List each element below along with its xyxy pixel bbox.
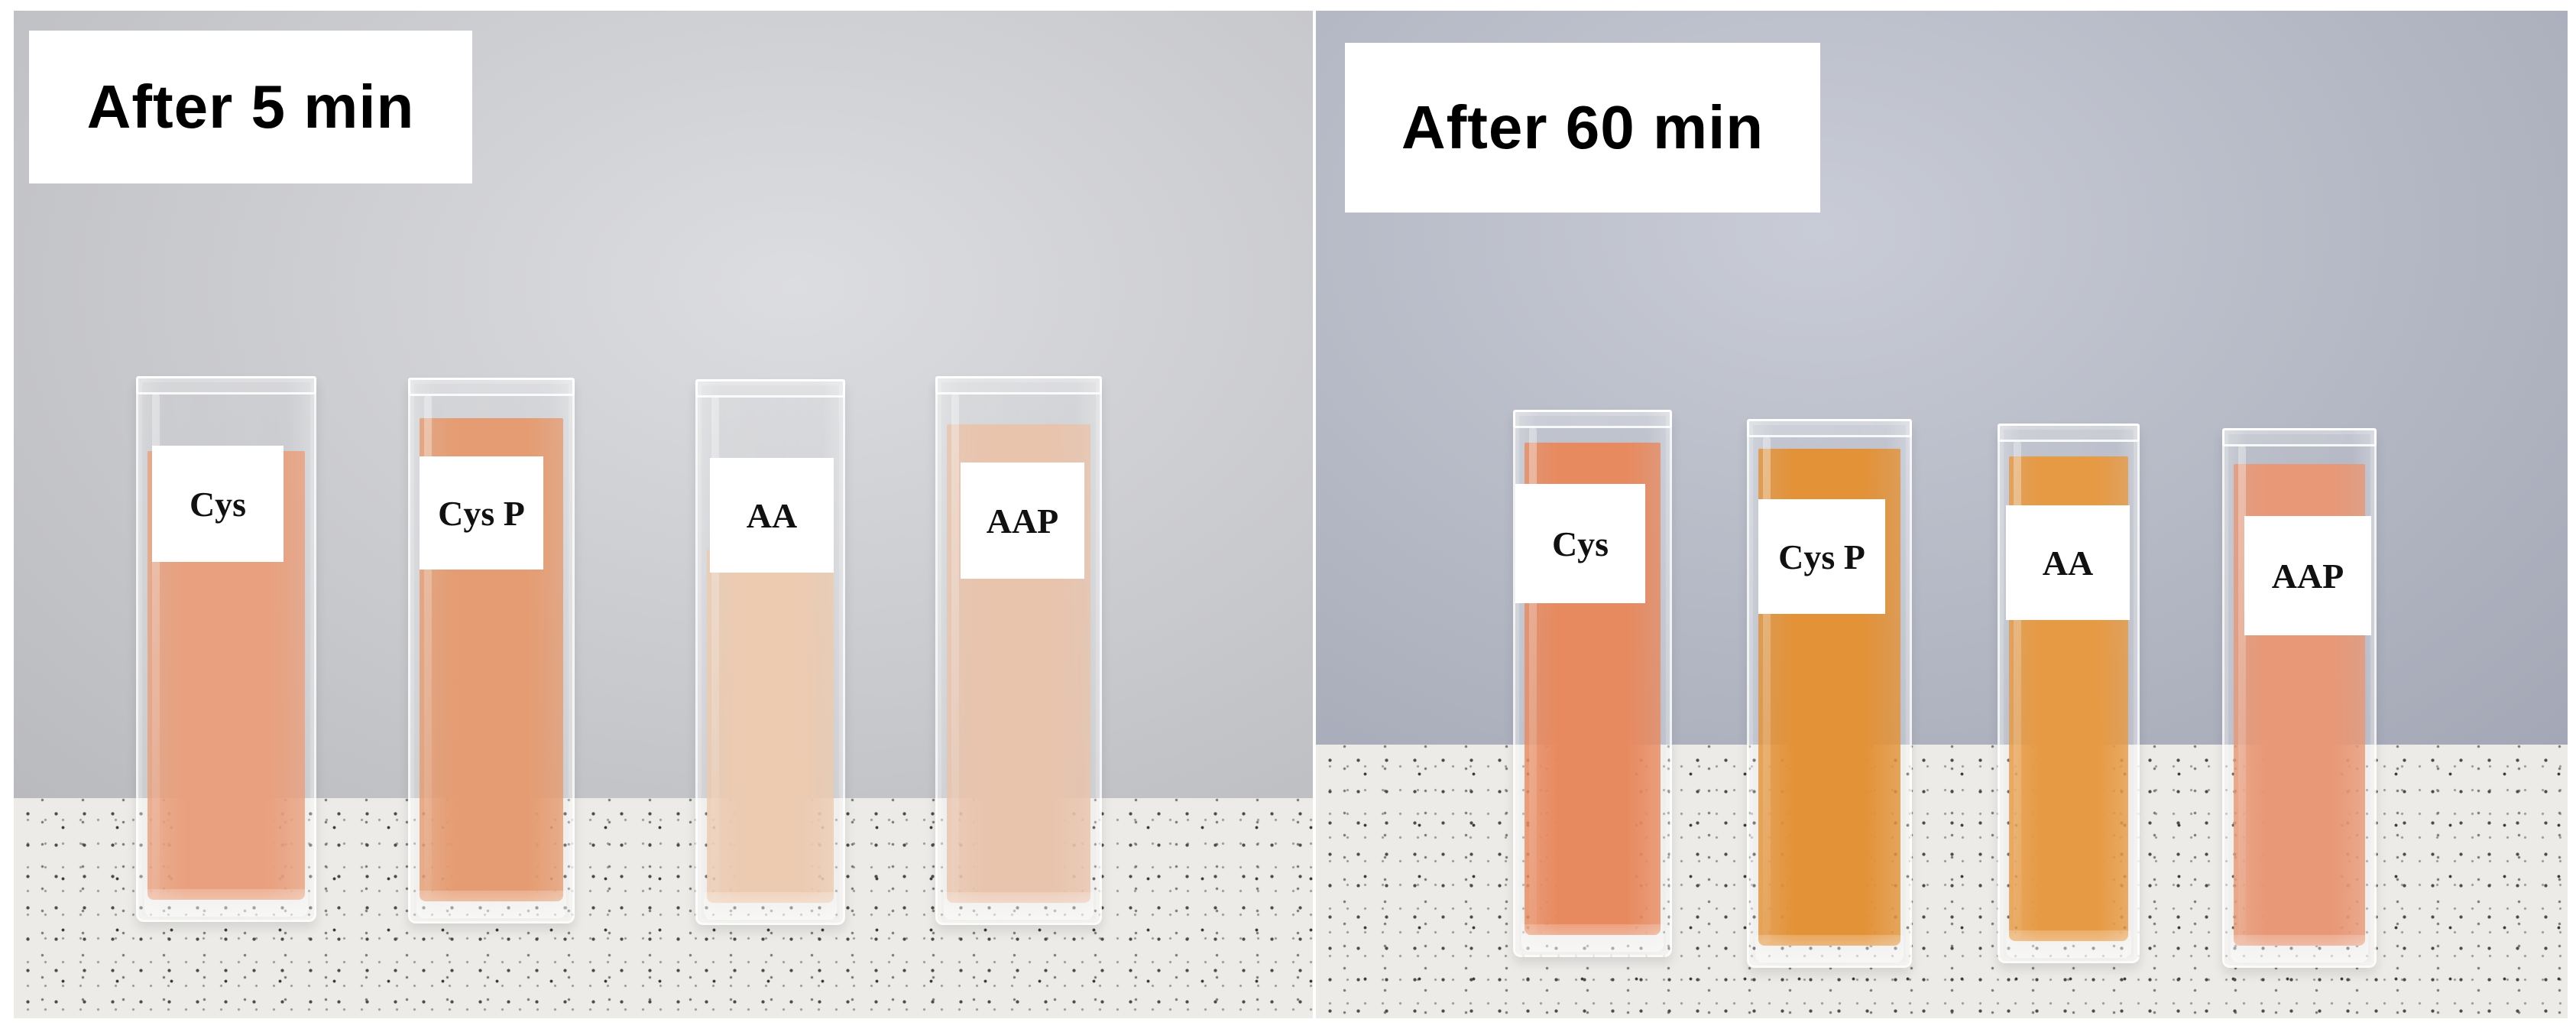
sample-label-text: Cys [1551,524,1609,563]
glass-reflection [951,394,959,900]
cuvette-base [704,892,837,920]
cuvette-rim [136,376,316,394]
glass-reflection [2014,441,2021,938]
glass-reflection [152,394,160,897]
panel-title: After 5 min [29,31,472,183]
cuvette-cys: Cys [136,376,316,922]
sample-label: Cys P [1758,499,1885,614]
glass-reflection [711,397,719,900]
cuvette-rim [2222,428,2377,446]
cuvette-cys-p: Cys P [408,378,575,924]
sample-label-text: Cys P [1778,537,1865,576]
panel-after-5-min: After 5 min Cys Cys P AA AAP [14,11,1313,1018]
glass-reflection [424,395,432,898]
cuvette-rim [695,379,845,398]
cuvette-aap: AAP [2222,428,2377,968]
sample-label-text: Cys [189,484,247,524]
sample-label: AAP [961,463,1084,579]
cuvette-base [1755,935,1904,962]
cuvette-cys-p: Cys P [1747,419,1912,968]
sample-label: Cys P [420,456,543,570]
cuvette-aa: AA [695,379,845,925]
sample-label-text: AAP [986,501,1059,540]
cuvette-base [2006,930,2131,958]
sample-label: AA [710,458,834,573]
cuvette-base [416,891,566,918]
cuvette-aap: AAP [935,376,1102,925]
panel-after-60-min: After 60 min Cys Cys P AA AAP [1316,11,2568,1018]
cuvette-rim [935,376,1102,394]
glass-reflection [2238,446,2246,943]
sample-label: AAP [2244,516,2371,635]
cuvette-rim [1998,424,2140,442]
cuvette-base [1521,924,1664,952]
sample-label: Cys [152,446,284,562]
sample-label-text: AA [2042,543,2094,583]
cuvette-rim [408,378,575,396]
sample-label-text: Cys P [438,493,525,533]
cuvette-aa: AA [1998,424,2140,963]
cuvette-base [144,889,308,917]
glass-reflection [1763,437,1771,943]
glass-reflection [1529,427,1537,932]
panel-title-text: After 5 min [86,73,415,141]
sample-label-text: AA [746,495,798,535]
panel-title: After 60 min [1345,43,1820,213]
cuvette-rim [1513,410,1672,428]
cuvette-liquid [707,550,834,903]
sample-label: Cys [1515,484,1645,603]
cuvette-base [944,892,1094,920]
cuvette-rim [1747,419,1912,437]
sample-label-text: AAP [2271,556,2344,596]
speckled-countertop [1316,745,2568,1018]
sample-label: AA [2006,505,2130,620]
panel-title-text: After 60 min [1401,93,1764,161]
cuvette-cys: Cys [1513,410,1672,957]
cuvette-base [2231,935,2368,962]
